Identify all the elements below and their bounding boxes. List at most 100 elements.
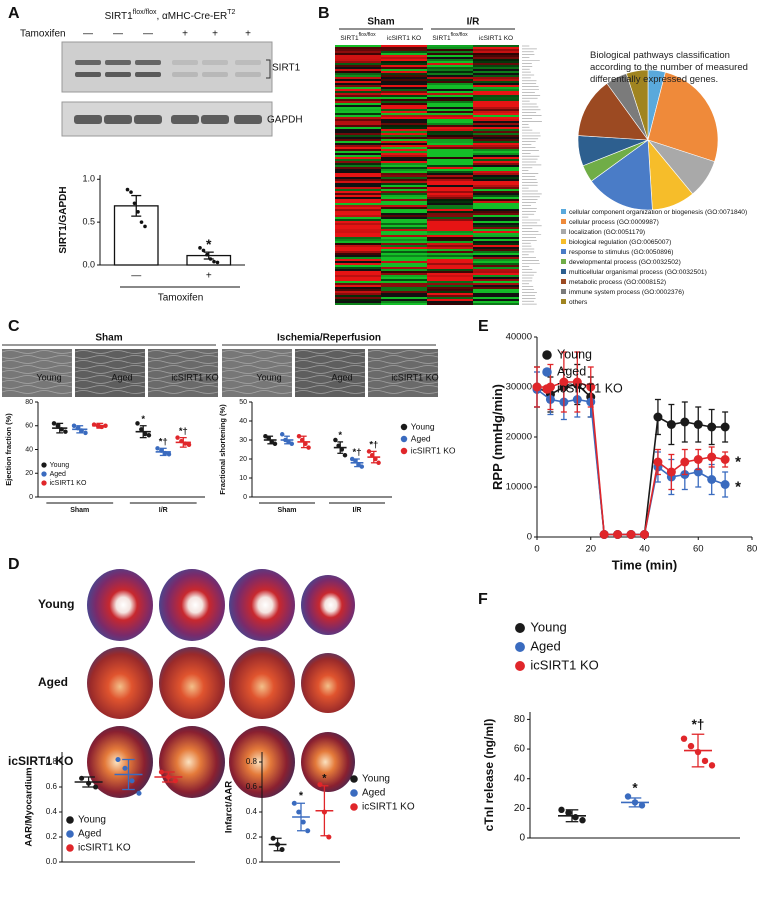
heat-cell bbox=[473, 291, 519, 293]
heat-cell bbox=[427, 297, 473, 299]
heat-cell bbox=[427, 279, 473, 281]
panel-label: B bbox=[318, 5, 330, 22]
heat-cell bbox=[335, 167, 381, 169]
heat-cell bbox=[335, 191, 381, 193]
heat-cell bbox=[381, 187, 427, 189]
heat-cell bbox=[335, 203, 381, 205]
legend-swatch bbox=[561, 259, 566, 264]
heat-cell bbox=[473, 281, 519, 283]
heat-cell bbox=[381, 59, 427, 61]
data-point bbox=[83, 430, 88, 436]
echo-trace bbox=[221, 375, 293, 379]
heat-cell bbox=[427, 51, 473, 53]
echo-trace bbox=[221, 370, 293, 374]
heat-cell bbox=[335, 81, 381, 83]
heat-cell bbox=[427, 179, 473, 181]
heat-cell bbox=[381, 303, 427, 305]
legend-marker bbox=[515, 623, 525, 633]
heat-cell bbox=[381, 265, 427, 267]
heat-cell bbox=[335, 61, 381, 63]
heat-cell bbox=[427, 105, 473, 107]
heat-cell bbox=[473, 135, 519, 137]
heat-cell bbox=[473, 171, 519, 173]
heat-cell bbox=[427, 61, 473, 63]
heat-cell bbox=[473, 103, 519, 105]
echo-trace bbox=[294, 375, 366, 379]
heat-cell bbox=[381, 69, 427, 71]
x-axis-label: Time (min) bbox=[612, 557, 678, 572]
heat-cell bbox=[427, 157, 473, 159]
heat-cell bbox=[427, 287, 473, 289]
heat-cell bbox=[335, 181, 381, 183]
heat-cell bbox=[473, 69, 519, 71]
heat-cell bbox=[427, 117, 473, 119]
heat-cell bbox=[427, 245, 473, 247]
heat-cell bbox=[473, 131, 519, 133]
heat-cell bbox=[427, 171, 473, 173]
heat-cell bbox=[473, 265, 519, 267]
heat-cell bbox=[473, 245, 519, 247]
echo-trace bbox=[147, 360, 219, 364]
heat-cell bbox=[427, 109, 473, 111]
data-point bbox=[51, 421, 57, 426]
band bbox=[235, 60, 261, 65]
heat-cell bbox=[381, 121, 427, 123]
heat-cell bbox=[427, 119, 473, 121]
heat-cell bbox=[381, 245, 427, 247]
legend-label: cellular process (GO:0009987) bbox=[569, 219, 659, 226]
echo-trace bbox=[367, 375, 439, 379]
heat-cell bbox=[473, 107, 519, 109]
heat-cell bbox=[381, 219, 427, 221]
data-point bbox=[693, 420, 703, 429]
band bbox=[134, 115, 162, 124]
heat-cell bbox=[381, 169, 427, 171]
data-point bbox=[279, 432, 285, 437]
data-point bbox=[333, 437, 338, 443]
heart-slice bbox=[87, 647, 153, 719]
heat-cell bbox=[381, 83, 427, 85]
y-tick-label: 40 bbox=[514, 773, 526, 784]
heat-cell bbox=[381, 257, 427, 259]
heat-cell bbox=[473, 117, 519, 119]
heat-cell bbox=[473, 83, 519, 85]
heat-cell bbox=[473, 147, 519, 149]
heat-cell bbox=[473, 113, 519, 115]
heat-cell bbox=[473, 233, 519, 235]
heat-cell bbox=[473, 93, 519, 95]
heat-cell bbox=[335, 227, 381, 229]
echo-label: Aged bbox=[111, 372, 132, 382]
y-tick-label: 80 bbox=[25, 399, 33, 406]
band bbox=[105, 60, 131, 65]
superscript: T2 bbox=[227, 9, 235, 16]
heat-cell bbox=[381, 233, 427, 235]
heat-cell bbox=[473, 49, 519, 51]
data-point bbox=[146, 433, 152, 438]
heat-cell bbox=[335, 71, 381, 73]
heat-cell bbox=[335, 133, 381, 135]
heat-cell bbox=[335, 231, 381, 233]
heat-cell bbox=[381, 135, 427, 137]
legend-swatch bbox=[561, 269, 566, 274]
data-point bbox=[166, 452, 172, 457]
echo-trace bbox=[294, 360, 366, 364]
heat-cell bbox=[381, 87, 427, 89]
annotation: * bbox=[299, 790, 304, 802]
heat-cell bbox=[335, 153, 381, 155]
band bbox=[202, 60, 228, 65]
heat-cell bbox=[335, 303, 381, 305]
legend-swatch bbox=[561, 279, 566, 284]
heat-cell bbox=[335, 257, 381, 259]
legend-label: Aged bbox=[50, 471, 66, 478]
heat-cell bbox=[381, 79, 427, 81]
heat-cell bbox=[427, 269, 473, 271]
echo-trace bbox=[147, 380, 219, 384]
heat-cell bbox=[427, 101, 473, 103]
heat-cell bbox=[335, 151, 381, 153]
superscript: flox/flox bbox=[359, 32, 376, 38]
legend-label: response to stimulus (GO:0050896) bbox=[569, 249, 673, 256]
heat-cell bbox=[427, 125, 473, 127]
heat-cell bbox=[335, 99, 381, 101]
legend-swatch bbox=[561, 289, 566, 294]
heat-cell bbox=[427, 45, 473, 47]
heat-cell bbox=[473, 187, 519, 189]
